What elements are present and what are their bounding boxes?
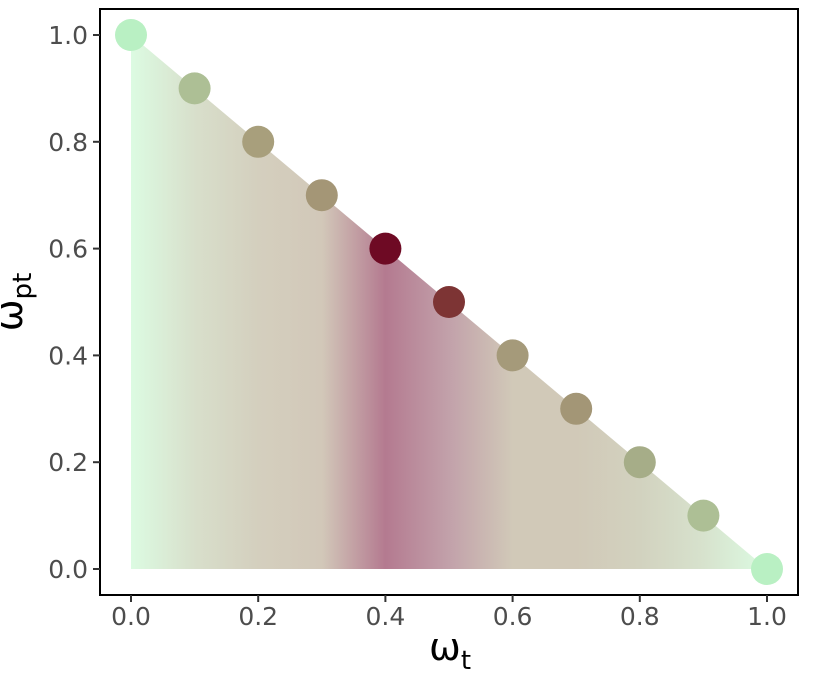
data-point-2 — [242, 125, 275, 158]
x-tick-label-0: 0.0 — [111, 602, 151, 631]
data-point-4 — [369, 232, 402, 265]
data-point-3 — [305, 179, 338, 212]
data-point-0 — [115, 19, 147, 51]
y-tick-label-2: 0.4 — [48, 341, 88, 370]
y-tick-label-0: 0.0 — [48, 555, 88, 584]
x-tick-label-2: 0.4 — [366, 602, 406, 631]
y-tick-label-4: 0.8 — [48, 128, 88, 157]
plot-frame — [99, 8, 799, 596]
y-tick-label-1: 0.2 — [48, 448, 88, 477]
x-axis-title-main: ω — [429, 625, 461, 669]
y-axis-title: ωpt — [0, 273, 38, 332]
x-tick-label-5: 1.0 — [747, 602, 787, 631]
x-tick-label-4: 0.8 — [620, 602, 660, 631]
y-axis: 0.0 0.2 0.4 0.6 0.8 1.0 — [48, 21, 100, 584]
x-tick-label-3: 0.6 — [493, 602, 533, 631]
y-axis-title-subscript: pt — [8, 273, 38, 300]
x-tick-label-1: 0.2 — [238, 602, 278, 631]
y-tick-label-5: 1.0 — [48, 21, 88, 50]
x-axis: 0.0 0.2 0.4 0.6 0.8 1.0 — [111, 595, 787, 631]
y-tick-label-3: 0.6 — [48, 235, 88, 264]
data-point-6 — [496, 339, 529, 372]
data-point-10 — [751, 553, 783, 585]
y-axis-title-main: ω — [0, 299, 31, 331]
data-point-5 — [433, 286, 465, 318]
data-points — [115, 19, 783, 585]
data-point-8 — [623, 446, 656, 479]
data-point-9 — [687, 499, 720, 532]
x-axis-title-subscript: t — [461, 646, 471, 676]
data-point-7 — [560, 392, 593, 425]
data-point-1 — [178, 72, 211, 105]
x-axis-title: ωt — [429, 625, 471, 676]
